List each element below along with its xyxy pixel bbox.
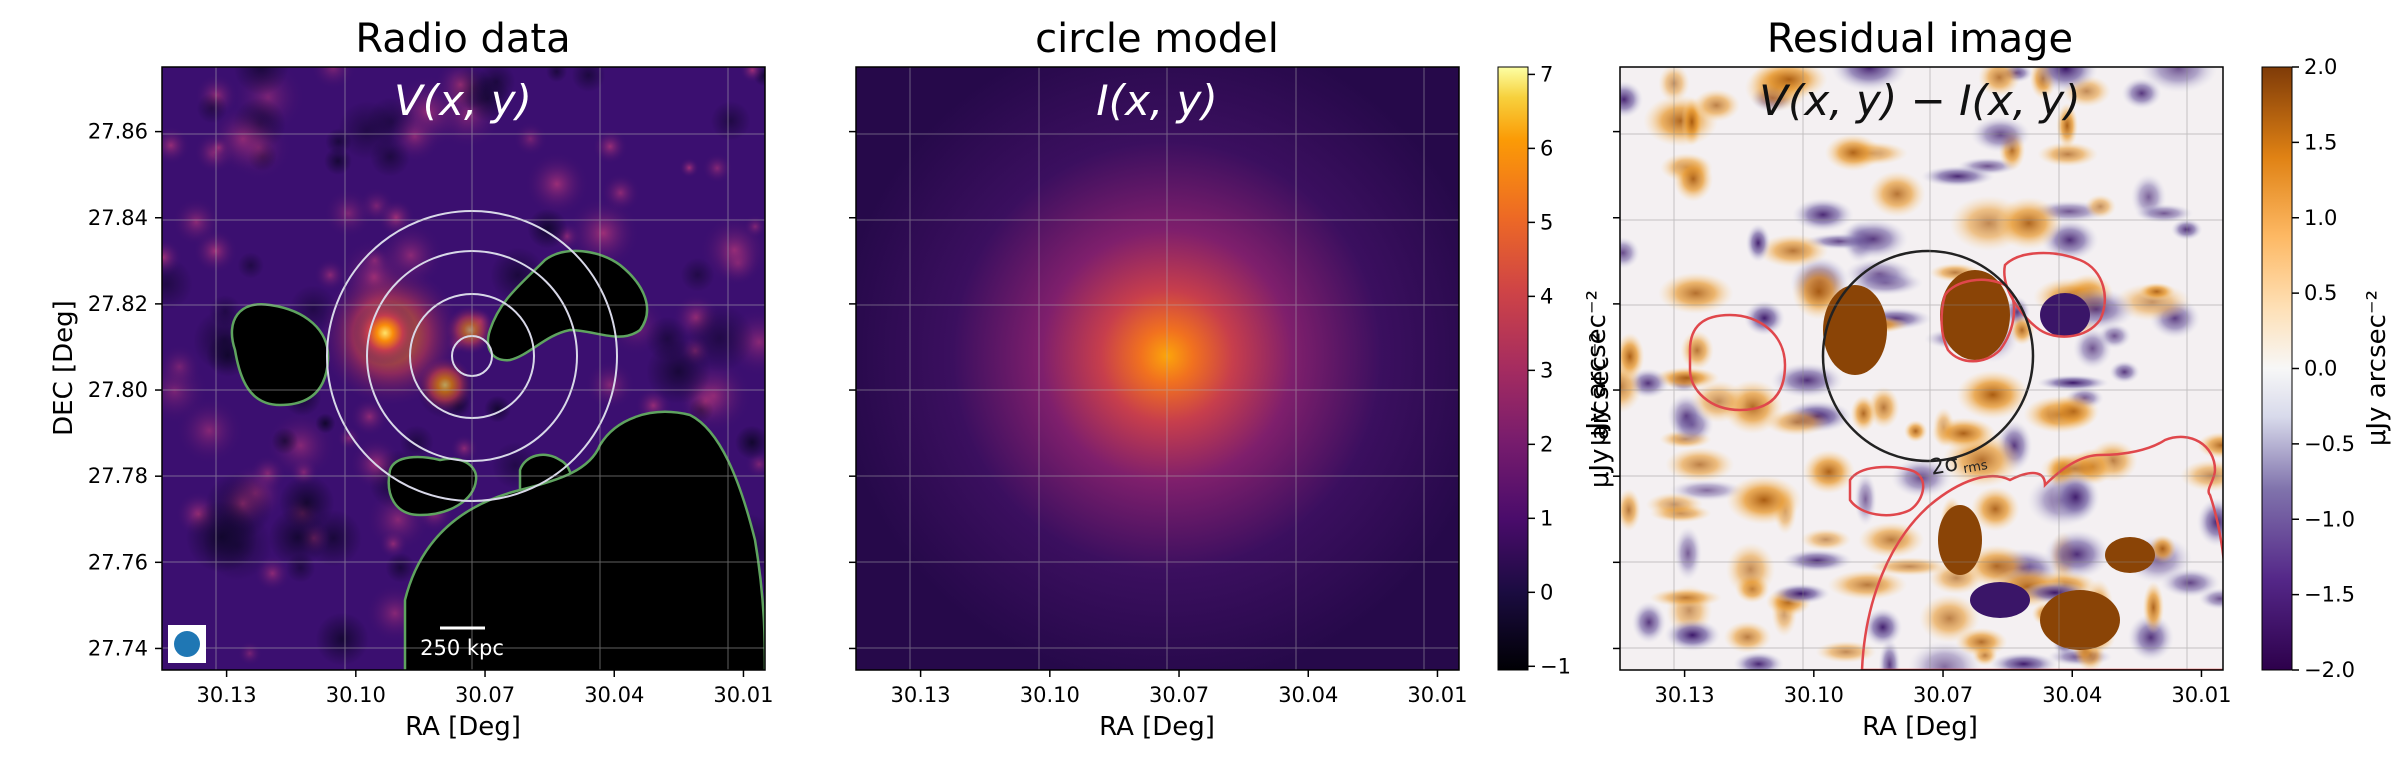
x-axis-label-2: RA [Deg] [1099, 712, 1215, 742]
x-ticks-2: 30.13 30.10 30.07 30.04 30.01 [891, 670, 1468, 707]
svg-text:rms: rms [1962, 458, 1989, 477]
circle-sigma-label: 2σ rms [1929, 451, 1990, 480]
colorbar-tick-label: 6 [1540, 136, 1553, 160]
colorbar-1-label: μJy arcsec⁻² [1582, 290, 1612, 446]
colorbar-tick-label: −1.0 [2304, 507, 2355, 531]
x-tick-label: 30.04 [584, 683, 644, 707]
panel-2-inner-label: I(x, y) [1096, 76, 1218, 125]
x-tick-label: 30.07 [1149, 683, 1209, 707]
panel-2-title: circle model [1035, 16, 1279, 62]
x-tick-label: 30.10 [1784, 683, 1844, 707]
y-ticks-2 [849, 130, 856, 650]
panel-3-inner-label: V(x, y) − I(x, y) [1759, 76, 2080, 125]
y-tick-label: 27.82 [88, 292, 148, 316]
axes-frame-1 [161, 66, 766, 671]
y-tick-label: 27.78 [88, 464, 148, 488]
colorbar-tick-label: 3 [1540, 358, 1553, 382]
y-ticks-3 [1613, 130, 1620, 650]
colorbar-tick-label: 5 [1540, 210, 1553, 234]
colorbar-tick-label: 1.0 [2304, 206, 2337, 230]
residual-side-label: μJy arcsec⁻² [1585, 332, 1615, 488]
grid-3 [1620, 67, 2223, 670]
colorbar-puor [2261, 66, 2293, 671]
radio-heatmap: 250 kpc [162, 67, 765, 670]
x-axis-label-3: RA [Deg] [1862, 712, 1978, 742]
x-tick-label: 30.13 [197, 683, 257, 707]
x-tick-label: 30.01 [713, 683, 773, 707]
panel-residual-image: 2σ rms Residual image V(x, y) − I(x, y) … [1613, 16, 2392, 742]
y-ticks-1: 27.86 27.84 27.82 27.80 27.78 27.76 27.74 [88, 120, 162, 660]
colorbar-tick-label: 0.5 [2304, 281, 2337, 305]
colorbar-tick-label: 2.0 [2304, 55, 2337, 79]
colorbar-tick-label: −1 [1540, 654, 1571, 678]
panel-1-inner-label: V(x, y) [394, 76, 532, 125]
y-tick-label: 27.76 [88, 550, 148, 574]
colorbar-tick-label: 2 [1540, 432, 1553, 456]
grid-1 [162, 67, 765, 670]
x-tick-label: 30.13 [1655, 683, 1715, 707]
grid-2 [856, 67, 1459, 670]
colorbar-tick-label: 4 [1540, 284, 1553, 308]
model-heatmap [856, 67, 1459, 670]
y-tick-label: 27.74 [88, 636, 148, 660]
y-axis-label-1: DEC [Deg] [49, 300, 79, 436]
x-tick-label: 30.10 [1020, 683, 1080, 707]
x-tick-label: 30.07 [455, 683, 515, 707]
colorbar-1-ticks: 7 6 5 4 3 2 1 0 −1 [1528, 62, 1571, 678]
panel-circle-model: circle model I(x, y) 30.13 30.10 30.07 30.0… [849, 16, 1612, 742]
x-ticks-3: 30.13 30.10 30.07 30.04 30.01 [1655, 670, 2232, 707]
colorbar-tick-label: 1.5 [2304, 130, 2337, 154]
colorbar-tick-label: −2.0 [2304, 658, 2355, 682]
scale-bar-label: 250 kpc [420, 636, 504, 660]
panel-3-title: Residual image [1767, 16, 2073, 62]
colorbar-tick-label: 7 [1540, 62, 1553, 86]
svg-text:2σ: 2σ [1929, 451, 1961, 480]
x-tick-label: 30.01 [2171, 683, 2231, 707]
beam-ellipse [174, 631, 200, 657]
y-tick-label: 27.80 [88, 378, 148, 402]
x-axis-label-1: RA [Deg] [405, 712, 521, 742]
residual-heatmap: 2σ rms [1620, 67, 2223, 670]
y-tick-label: 27.84 [88, 206, 148, 230]
colorbar-2-label: μJy arcsec⁻² [2362, 290, 2392, 446]
x-tick-label: 30.04 [2042, 683, 2102, 707]
colorbar-tick-label: −0.5 [2304, 432, 2355, 456]
colorbar-tick-label: 1 [1540, 506, 1553, 530]
colorbar-tick-label: 0.0 [2304, 357, 2337, 381]
panel-radio-data: 250 kpc Radio data V(x, y) 30.13 30.10 30.… [49, 16, 774, 742]
axes-frame-2 [855, 66, 1460, 671]
x-tick-label: 30.07 [1913, 683, 1973, 707]
axes-frame-3 [1619, 66, 2224, 671]
colorbar-2-ticks: 2.0 1.5 1.0 0.5 0.0 −0.5 −1.0 −1.5 −2.0 [2292, 55, 2355, 682]
residual-circle [1821, 249, 2035, 463]
colorbar-tick-label: −1.5 [2304, 583, 2355, 607]
colorbar-tick-label: 0 [1540, 580, 1553, 604]
y-tick-label: 27.86 [88, 120, 148, 144]
panel-1-title: Radio data [355, 16, 570, 62]
x-ticks-1: 30.13 30.10 30.07 30.04 30.01 [197, 670, 774, 707]
x-tick-label: 30.10 [326, 683, 386, 707]
x-tick-label: 30.04 [1278, 683, 1338, 707]
colorbar-inferno [1497, 66, 1529, 671]
x-tick-label: 30.01 [1407, 683, 1467, 707]
x-tick-label: 30.13 [891, 683, 951, 707]
